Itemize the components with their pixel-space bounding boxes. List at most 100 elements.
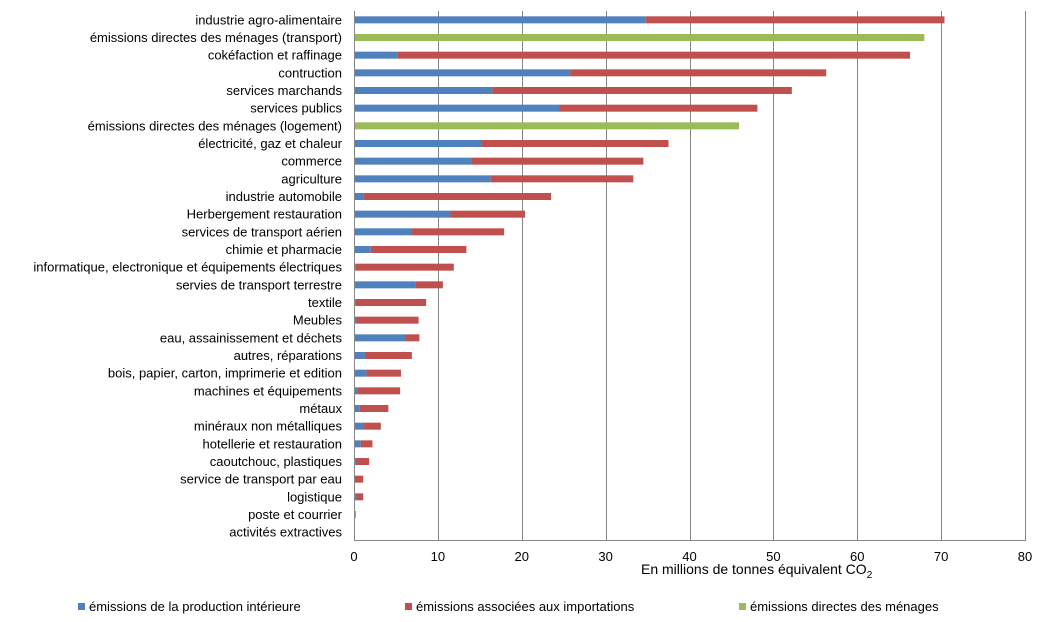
x-tick-label: 20 (515, 549, 529, 564)
bar-segment-series-2 (364, 422, 381, 430)
bar-segment-series-2 (355, 299, 427, 306)
category-label: électricité, gaz et chaleur (198, 136, 342, 151)
category-label: industrie automobile (226, 189, 342, 204)
bar-segment-series-2 (397, 51, 911, 59)
category-label: hotellerie et restauration (203, 436, 342, 451)
bar-segment-series-1 (354, 422, 365, 430)
category-label: autres, réparations (234, 348, 343, 363)
category-label: contruction (278, 65, 342, 80)
bar-segment-series-3 (354, 122, 739, 130)
bar-segment-series-1 (354, 210, 451, 218)
bar-segment-series-2 (360, 440, 373, 448)
bar-segment-series-1 (354, 104, 560, 112)
legend-swatch-series-3 (739, 603, 746, 610)
bar-segment-series-2 (471, 157, 644, 165)
category-label: minéraux non métalliques (194, 419, 343, 434)
category-label: cokéfaction et raffinage (208, 48, 342, 63)
bar-segment-series-2 (450, 210, 526, 218)
bar-segment-series-2 (492, 87, 792, 94)
bar-segment-series-2 (356, 458, 370, 465)
bar-segment-series-1 (354, 193, 364, 200)
bar-segment-series-2 (364, 352, 412, 359)
category-label: poste et courrier (248, 507, 343, 522)
legend-label-series-1: émissions de la production intérieure (89, 599, 301, 614)
category-label: textile (308, 295, 342, 310)
category-label: logistique (287, 489, 342, 504)
legend-swatch-series-1 (78, 603, 85, 610)
bar-segment-series-1 (354, 175, 491, 183)
bar-segment-series-1 (354, 493, 357, 501)
bar-segment-series-1 (354, 316, 357, 324)
category-label: activités extractives (229, 525, 342, 540)
bar-segment-series-1 (354, 51, 398, 59)
bar-segment-series-2 (366, 369, 401, 377)
x-tick-label: 40 (682, 549, 696, 564)
category-label: servies de transport terrestre (176, 277, 342, 292)
category-label: service de transport par eau (180, 472, 342, 487)
category-label: industrie agro-alimentaire (195, 12, 342, 27)
x-tick-label: 30 (598, 549, 612, 564)
bar-segment-series-3 (354, 34, 925, 41)
bar-segment-series-1 (354, 369, 367, 377)
category-label: informatique, electronique et équipement… (33, 260, 342, 275)
bar-segment-series-1 (354, 228, 412, 236)
x-tick-label: 50 (766, 549, 780, 564)
bar-segment-series-2 (356, 316, 419, 324)
legend-label-series-2: émissions associées aux importations (416, 599, 635, 614)
bar-segment-series-1 (354, 405, 360, 412)
bar-segment-series-1 (354, 16, 646, 24)
x-tick-label: 10 (431, 549, 445, 564)
bar-segment-series-2 (645, 16, 945, 24)
bar-segment-series-2 (411, 228, 505, 236)
bar-segment-series-1 (354, 334, 407, 342)
category-label: commerce (281, 154, 342, 169)
bar-segment-series-1 (354, 87, 493, 94)
bar-segment-series-2 (559, 104, 758, 112)
bar-segment-series-2 (356, 493, 364, 501)
category-label: eau, assainissement et déchets (160, 330, 343, 345)
legend-swatch-series-2 (405, 603, 412, 610)
x-tick-label: 70 (934, 549, 948, 564)
bar-segment-series-1 (354, 458, 357, 465)
category-label: Herbergement restauration (187, 207, 342, 222)
category-labels: industrie agro-alimentaire émissions dire… (33, 12, 342, 539)
category-label: chimie et pharmacie (226, 242, 342, 257)
bars (354, 16, 945, 518)
category-label: services publics (250, 101, 342, 116)
bar-segment-series-2 (357, 387, 401, 395)
category-label: métaux (299, 401, 342, 416)
x-tick-label: 80 (1018, 549, 1032, 564)
bar-segment-series-2 (415, 281, 443, 289)
bar-segment-series-1 (354, 440, 361, 448)
x-tick-label: 0 (350, 549, 357, 564)
gridlines (438, 11, 1026, 541)
bar-segment-series-1 (354, 157, 472, 165)
category-label: services marchands (226, 83, 342, 98)
legend: émissions de la production intérieure émi… (78, 599, 939, 614)
bar-segment-series-2 (570, 69, 827, 77)
category-label: bois, papier, carton, imprimerie et edit… (108, 366, 342, 381)
x-axis-title: En millions de tonnes équivalent CO2 (641, 561, 873, 581)
bar-segment-series-2 (359, 405, 389, 412)
bar-segment-series-2 (354, 475, 364, 483)
axes (354, 11, 1025, 541)
category-label: émissions directes des ménages (transpor… (90, 30, 342, 45)
bar-segment-series-2 (354, 511, 356, 518)
category-label: agriculture (281, 171, 342, 186)
category-label: caoutchouc, plastiques (210, 454, 343, 469)
x-tick-label: 60 (850, 549, 864, 564)
x-axis-title-subscript: 2 (867, 570, 873, 581)
bar-segment-series-1 (354, 69, 571, 77)
category-label: machines et équipements (194, 383, 343, 398)
legend-label-series-3: émissions directes des ménages (750, 599, 939, 614)
bar-segment-series-2 (363, 193, 552, 200)
bar-segment-series-2 (490, 175, 634, 183)
category-label: émissions directes des ménages (logement… (88, 118, 342, 133)
bar-segment-series-1 (354, 387, 358, 395)
category-label: Meubles (293, 313, 343, 328)
category-label: services de transport aérien (182, 224, 342, 239)
bar-segment-series-1 (354, 140, 482, 147)
bar-segment-series-2 (481, 140, 669, 147)
bar-segment-series-2 (355, 263, 454, 271)
